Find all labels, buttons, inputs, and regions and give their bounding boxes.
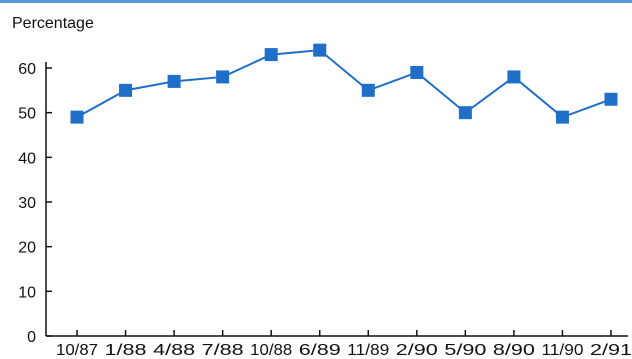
- y-tick-label: 10: [18, 284, 36, 301]
- x-tick-label: 11/90: [541, 342, 583, 359]
- y-tick-label: 40: [18, 150, 36, 167]
- data-point: [264, 48, 278, 62]
- x-tick-label: 11/89: [347, 342, 389, 359]
- data-point: [507, 70, 521, 84]
- y-tick-label: 0: [27, 329, 36, 346]
- axes: [45, 62, 628, 337]
- x-tick-label: 1/88: [105, 342, 147, 359]
- x-tick-label: 8/90: [493, 342, 535, 359]
- x-tick-label: 4/88: [153, 342, 195, 359]
- x-tick-label: 2/91: [590, 342, 632, 359]
- y-tick-label: 30: [18, 195, 36, 212]
- data-point: [555, 110, 569, 124]
- x-tick-label: 2/90: [396, 342, 438, 359]
- data-point: [410, 65, 424, 79]
- data-point: [604, 92, 618, 106]
- y-tick-label: 60: [18, 61, 36, 78]
- x-tick-label: 7/88: [202, 342, 244, 359]
- data-point: [216, 70, 230, 84]
- y-tick-label: 50: [18, 106, 36, 123]
- data-point: [70, 110, 84, 124]
- x-tick-label: 10/87: [56, 342, 98, 359]
- x-tick-label: 10/88: [250, 342, 292, 359]
- data-point: [167, 74, 181, 88]
- data-series: [70, 43, 618, 124]
- y-axis-title: Percentage: [12, 15, 94, 32]
- x-axis-ticks: 10/87 1/88 4/88 7/88 10/88 6/89 11/89 2/90 5/90 8…: [56, 330, 632, 359]
- series-line: [76, 49, 612, 119]
- data-point: [361, 83, 375, 97]
- y-tick-label: 20: [18, 240, 36, 257]
- top-rule: [0, 0, 632, 3]
- data-point: [313, 43, 327, 57]
- data-point: [458, 106, 472, 120]
- y-axis-ticks: 0 10 20 30 40 50 60: [18, 61, 52, 346]
- x-tick-label: 6/89: [299, 342, 341, 359]
- x-tick-label: 5/90: [444, 342, 486, 359]
- data-point: [119, 83, 133, 97]
